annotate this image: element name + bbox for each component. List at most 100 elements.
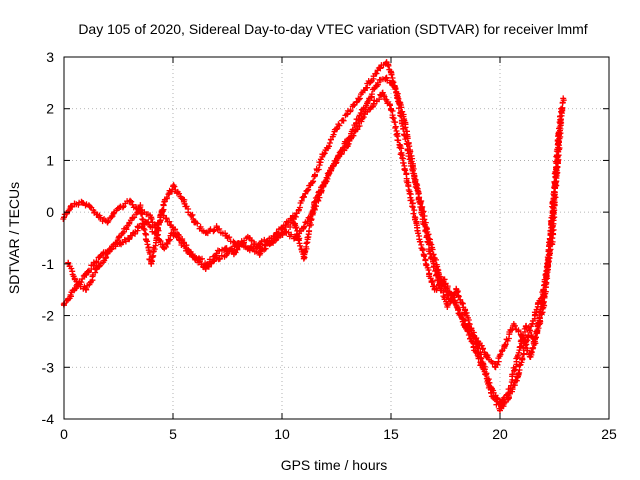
data-point: [161, 245, 168, 252]
data-point: [355, 95, 362, 102]
y-tick-label: -4: [42, 411, 55, 427]
data-point: [91, 260, 98, 267]
x-axis-label: GPS time / hours: [281, 457, 388, 473]
data-point: [483, 353, 490, 360]
data-point: [492, 364, 499, 371]
data-points: [60, 59, 567, 414]
data-point: [523, 338, 530, 345]
data-point: [300, 193, 307, 200]
data-point: [377, 64, 384, 71]
data-point: [279, 224, 285, 231]
data-point: [388, 105, 394, 112]
data-point: [257, 245, 264, 252]
axis-ticks: 0 5 10 15 20 25 -4 -3 -2 -1 0 1 2 3: [42, 49, 617, 442]
y-axis-label: SDTVAR / TECUs: [6, 182, 22, 294]
data-point: [300, 255, 307, 262]
data-point: [231, 250, 238, 257]
data-point: [418, 209, 425, 216]
data-point: [268, 240, 275, 247]
data-point: [180, 240, 187, 247]
data-point: [497, 405, 503, 412]
data-point: [135, 224, 142, 231]
data-point: [213, 224, 220, 231]
data-point: [440, 276, 447, 283]
data-point: [361, 110, 368, 117]
data-point: [333, 126, 340, 133]
data-point: [67, 203, 74, 210]
data-point: [93, 266, 100, 273]
data-point: [536, 317, 543, 324]
data-point: [383, 59, 390, 66]
data-point: [222, 245, 229, 252]
data-point: [311, 172, 318, 179]
data-point: [126, 219, 133, 226]
data-point: [224, 250, 231, 257]
data-point: [87, 203, 94, 210]
data-point: [462, 307, 469, 314]
data-point: [170, 183, 176, 190]
data-point: [104, 219, 111, 226]
data-point: [246, 235, 253, 241]
x-tick-label: 10: [274, 426, 290, 442]
data-point: [159, 209, 166, 216]
data-point: [148, 214, 155, 221]
data-point: [488, 390, 495, 397]
data-point: [555, 131, 562, 138]
data-point: [191, 255, 198, 262]
data-point: [344, 136, 351, 143]
data-point: [137, 203, 144, 210]
data-point: [202, 229, 209, 236]
data-point: [392, 85, 399, 92]
series-track-c: [65, 74, 563, 414]
data-point: [531, 312, 538, 319]
data-point: [549, 235, 556, 241]
data-point: [202, 266, 209, 273]
data-point: [289, 214, 296, 221]
data-point: [540, 286, 547, 293]
data-point: [518, 333, 525, 340]
data-point: [510, 322, 517, 329]
data-point: [355, 116, 362, 123]
data-point: [431, 286, 438, 293]
data-point: [453, 286, 460, 293]
data-point: [366, 95, 373, 102]
plot-frame: [63, 56, 610, 420]
series-markers: [65, 75, 563, 414]
y-tick-label: -2: [42, 308, 55, 324]
data-point: [396, 141, 403, 148]
data-point: [71, 276, 78, 283]
data-point: [344, 110, 351, 117]
data-point: [514, 353, 521, 360]
data-point: [213, 255, 220, 262]
data-point: [501, 343, 508, 350]
series-track-b: [60, 89, 565, 371]
data-point: [401, 116, 408, 123]
data-point: [514, 374, 521, 381]
x-tick-label: 20: [492, 426, 508, 442]
data-point: [560, 95, 567, 102]
data-point: [148, 260, 155, 267]
data-point: [479, 359, 486, 366]
data-point: [409, 162, 416, 169]
data-point: [257, 240, 264, 247]
data-point: [422, 260, 429, 267]
data-point: [322, 147, 329, 154]
data-point: [224, 235, 231, 241]
data-point: [333, 157, 340, 164]
data-point: [311, 198, 318, 205]
data-point: [414, 224, 421, 231]
x-tick-label: 25: [601, 426, 617, 442]
data-point: [257, 250, 264, 257]
data-point: [82, 286, 89, 293]
data-point: [444, 302, 451, 309]
data-point: [322, 178, 329, 185]
data-point: [388, 69, 394, 76]
y-tick-label: -3: [42, 359, 55, 375]
data-point: [117, 240, 124, 247]
data-point: [78, 198, 85, 205]
data-point: [379, 90, 386, 97]
x-tick-label: 5: [169, 426, 177, 442]
y-tick-label: 3: [46, 49, 54, 65]
data-point: [104, 250, 111, 257]
